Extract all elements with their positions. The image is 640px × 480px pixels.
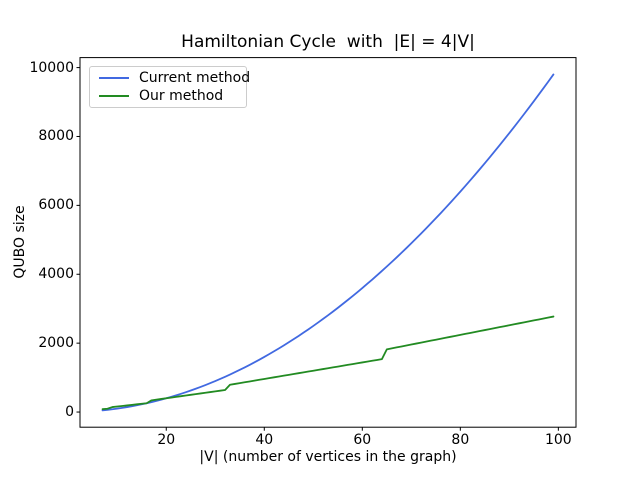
- y-tick-label: 4000: [38, 266, 74, 283]
- y-tick-label: 2000: [38, 335, 74, 352]
- x-tick-label: 20: [157, 432, 176, 448]
- legend-line-sample-green: [99, 95, 129, 97]
- y-tick-label: 0: [65, 404, 74, 421]
- y-tick-label: 8000: [38, 128, 74, 145]
- x-tick-label: 100: [544, 432, 572, 448]
- legend: Current method Our method: [89, 66, 250, 108]
- legend-line-sample-blue: [99, 77, 129, 79]
- series-line-current-method: [101, 73, 555, 412]
- series-lines: [101, 73, 555, 412]
- legend-label: Our method: [139, 88, 224, 104]
- series-line-our-method: [101, 315, 555, 411]
- x-axis-label: |V| (number of vertices in the graph): [199, 449, 457, 465]
- axis-ticks: [76, 67, 559, 431]
- legend-entry-current-method: Current method: [90, 69, 250, 87]
- y-axis-label: QUBO size: [12, 205, 28, 279]
- y-tick-label: 6000: [38, 197, 74, 214]
- chart-title: Hamiltonian Cycle with |E| = 4|V|: [181, 32, 475, 52]
- legend-label: Current method: [139, 70, 251, 86]
- x-tick-label: 60: [353, 432, 372, 448]
- y-tick-label: 10000: [29, 59, 74, 76]
- x-tick-label: 80: [451, 432, 470, 448]
- axes-frame: [79, 57, 577, 428]
- x-tick-label: 40: [255, 432, 274, 448]
- legend-entry-our-method: Our method: [90, 87, 246, 105]
